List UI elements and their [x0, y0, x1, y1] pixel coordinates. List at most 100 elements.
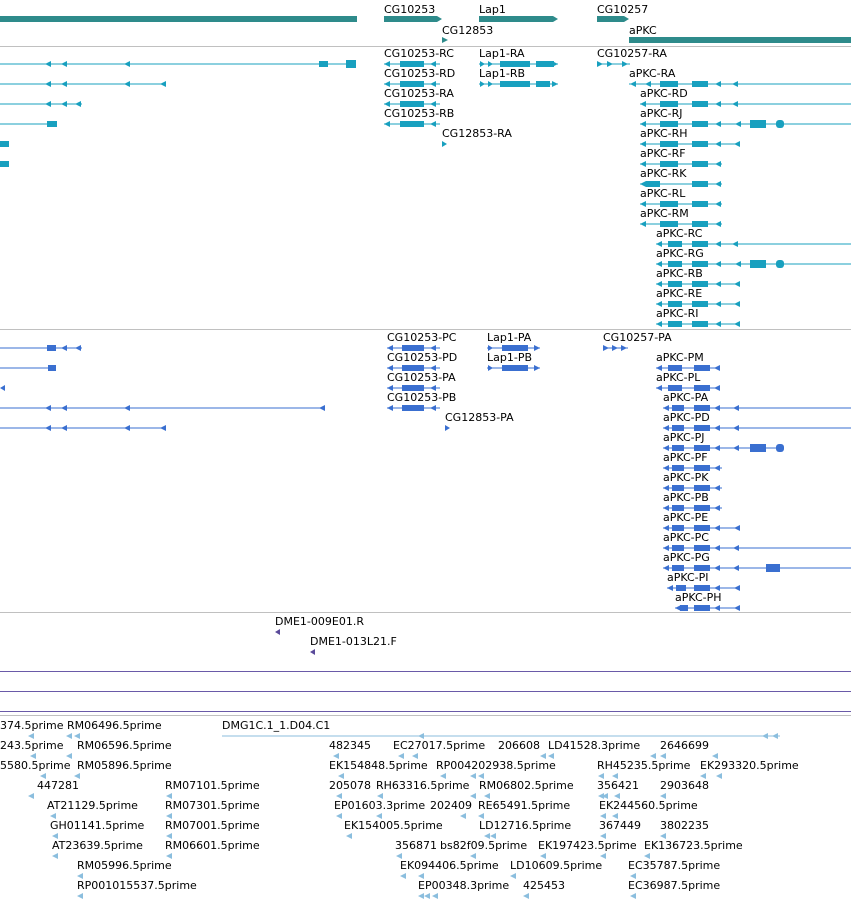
- transcript-label[interactable]: aPKC-RH: [640, 127, 688, 140]
- protein-glyph-CG10253-PB[interactable]: [387, 405, 440, 411]
- protein-label[interactable]: CG10253-PB: [387, 391, 456, 404]
- protein-label[interactable]: aPKC-PH: [675, 591, 722, 604]
- est-label[interactable]: EK094406.5prime: [400, 859, 499, 872]
- est-label[interactable]: EC27017.5prime: [393, 739, 485, 752]
- protein-label[interactable]: CG10253-PC: [387, 331, 457, 344]
- transcript-label[interactable]: Lap1-RB: [479, 67, 525, 80]
- est-label[interactable]: RM06802.5prime: [479, 779, 574, 792]
- transcript-label[interactable]: aPKC-RF: [640, 147, 686, 160]
- transcript-glyph-aPKC-RL[interactable]: [640, 201, 722, 207]
- gene-glyph-aPKC[interactable]: [629, 37, 851, 43]
- est-label[interactable]: 356421: [597, 779, 639, 792]
- protein-glyph-aPKC-PB[interactable]: [663, 505, 722, 511]
- est-label[interactable]: RM05896.5prime: [77, 759, 172, 772]
- transcript-left-5[interactable]: [0, 141, 9, 147]
- protein-label[interactable]: aPKC-PJ: [663, 431, 705, 444]
- est-label[interactable]: EK154848.5prime: [329, 759, 428, 772]
- transcript-left-2[interactable]: [0, 81, 166, 87]
- protein-glyph-aPKC-PI[interactable]: [667, 585, 740, 591]
- transcript-glyph-aPKC-RG[interactable]: [656, 260, 851, 268]
- est-label[interactable]: RM07001.5prime: [165, 819, 260, 832]
- transcript-left-1[interactable]: [0, 60, 356, 68]
- transcript-label[interactable]: CG10253-RD: [384, 67, 455, 80]
- clone-label[interactable]: DME1-013L21.F: [310, 635, 397, 648]
- est-label[interactable]: RM06601.5prime: [165, 839, 260, 852]
- transcript-label[interactable]: aPKC-RG: [656, 247, 704, 260]
- est-label[interactable]: EP01603.3prime: [334, 799, 425, 812]
- est-label[interactable]: 447281: [37, 779, 79, 792]
- protein-label[interactable]: CG10253-PD: [387, 351, 457, 364]
- est-label[interactable]: EK197423.5prime: [538, 839, 637, 852]
- transcript-glyph-CG10253-RA[interactable]: [384, 101, 440, 107]
- gene-glyph-CG10257[interactable]: [597, 16, 629, 22]
- transcript-left-6[interactable]: [0, 161, 9, 167]
- protein-left-4[interactable]: [0, 405, 325, 411]
- protein-glyph-aPKC-PF[interactable]: [663, 465, 722, 471]
- protein-glyph-aPKC-PK[interactable]: [663, 485, 722, 491]
- transcript-glyph-aPKC-RD[interactable]: [640, 101, 851, 107]
- protein-glyph-aPKC-PA[interactable]: [663, 405, 851, 411]
- protein-label[interactable]: aPKC-PB: [663, 491, 709, 504]
- protein-glyph-aPKC-PJ[interactable]: [663, 444, 784, 452]
- protein-glyph-Lap1-PA[interactable]: [487, 345, 540, 351]
- est-label[interactable]: LD12716.5prime: [479, 819, 571, 832]
- est-glyph[interactable]: [52, 853, 650, 859]
- protein-label[interactable]: aPKC-PC: [663, 531, 709, 544]
- transcript-label[interactable]: aPKC-RM: [640, 207, 689, 220]
- est-label[interactable]: bs82f09.5prime: [440, 839, 527, 852]
- est-label[interactable]: RM05996.5prime: [77, 859, 172, 872]
- gene-label-CG10257[interactable]: CG10257: [597, 3, 648, 16]
- protein-label[interactable]: Lap1-PB: [487, 351, 532, 364]
- transcript-label[interactable]: aPKC-RC: [656, 227, 703, 240]
- est-label[interactable]: LD41528.3prime: [548, 739, 640, 752]
- transcript-label[interactable]: CG10257-RA: [597, 47, 667, 60]
- est-label[interactable]: RH45235.5prime: [597, 759, 691, 772]
- est-label[interactable]: 5580.5prime: [0, 759, 71, 772]
- est-label[interactable]: 202409: [430, 799, 472, 812]
- transcript-glyph-aPKC-RE[interactable]: [656, 301, 740, 307]
- protein-label[interactable]: aPKC-PA: [663, 391, 709, 404]
- protein-left-3[interactable]: [0, 385, 5, 391]
- est-label[interactable]: RM07101.5prime: [165, 779, 260, 792]
- transcript-glyph-Lap1-RA[interactable]: [479, 61, 558, 67]
- protein-left-5[interactable]: [0, 425, 166, 431]
- est-label[interactable]: 206608: [498, 739, 540, 752]
- transcript-glyph-aPKC-RM[interactable]: [640, 221, 722, 227]
- est-label[interactable]: 3802235: [660, 819, 709, 832]
- est-label[interactable]: EC35787.5prime: [628, 859, 720, 872]
- est-label[interactable]: RM07301.5prime: [165, 799, 260, 812]
- transcript-glyph-aPKC-RF[interactable]: [640, 161, 722, 167]
- est-label[interactable]: EP00348.3prime: [418, 879, 509, 892]
- protein-glyph-aPKC-PE[interactable]: [663, 525, 740, 531]
- est-label[interactable]: EK293320.5prime: [700, 759, 799, 772]
- protein-label[interactable]: aPKC-PE: [663, 511, 708, 524]
- protein-glyph-aPKC-PM[interactable]: [656, 365, 720, 371]
- transcript-label[interactable]: aPKC-RB: [656, 267, 703, 280]
- gene-label-CG12853[interactable]: CG12853: [442, 24, 493, 37]
- est-label[interactable]: 205078: [329, 779, 371, 792]
- transcript-glyph-CG10253-RB[interactable]: [384, 121, 440, 127]
- transcript-label[interactable]: CG10253-RB: [384, 107, 454, 120]
- est-label[interactable]: RE65491.5prime: [478, 799, 570, 812]
- protein-glyph-Lap1-PB[interactable]: [487, 365, 540, 371]
- gene-glyph-left[interactable]: [0, 16, 357, 22]
- transcript-glyph-CG10253-RD[interactable]: [384, 81, 440, 87]
- protein-label[interactable]: aPKC-PL: [656, 371, 701, 384]
- clone-glyph[interactable]: [310, 649, 315, 655]
- transcript-label[interactable]: aPKC-RK: [640, 167, 687, 180]
- est-label[interactable]: RP001015537.5prime: [77, 879, 197, 892]
- protein-glyph-CG10257-PA[interactable]: [603, 345, 628, 351]
- protein-glyph-aPKC-PC[interactable]: [663, 545, 851, 551]
- gene-label-CG10253[interactable]: CG10253: [384, 3, 435, 16]
- transcript-label[interactable]: Lap1-RA: [479, 47, 525, 60]
- gene-glyph-CG10253[interactable]: [384, 16, 442, 22]
- protein-glyph-aPKC-PD[interactable]: [663, 425, 851, 431]
- est-label[interactable]: 243.5prime: [0, 739, 64, 752]
- transcript-glyph-aPKC-RB[interactable]: [656, 281, 740, 287]
- est-glyph[interactable]: [77, 893, 636, 899]
- protein-glyph-aPKC-PH[interactable]: [675, 605, 740, 611]
- est-label[interactable]: RM06596.5prime: [77, 739, 172, 752]
- transcript-label[interactable]: CG10253-RC: [384, 47, 454, 60]
- protein-label[interactable]: CG10257-PA: [603, 331, 672, 344]
- est-label[interactable]: 356871: [395, 839, 437, 852]
